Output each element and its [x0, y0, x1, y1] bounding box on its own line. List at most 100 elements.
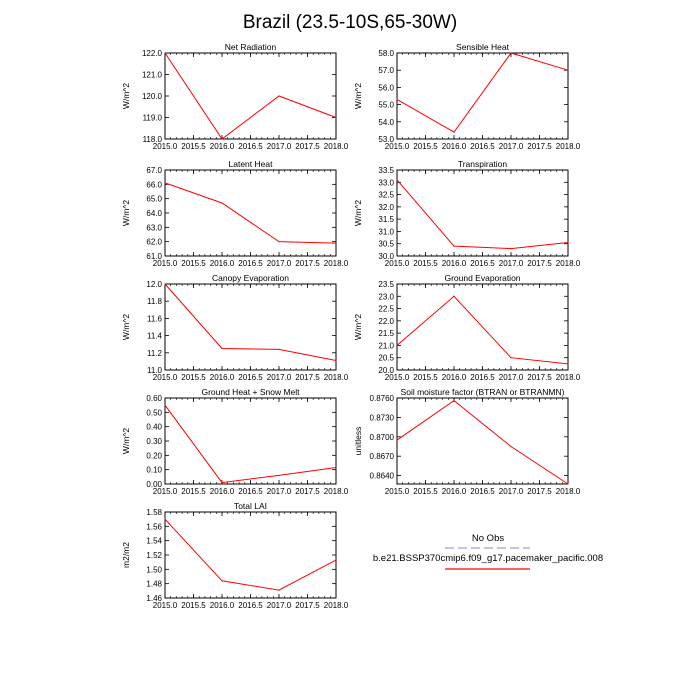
- x-tick-label: 2016.5: [238, 487, 263, 496]
- x-tick-label: 2017.0: [267, 601, 292, 610]
- x-tick-label: 2017.5: [295, 601, 320, 610]
- data-point: [335, 559, 337, 561]
- data-point: [278, 348, 280, 350]
- panel-7: Ground Heat + Snow Melt 2015.0 2015.5 2016.…: [121, 387, 349, 496]
- y-tick-label: 23.0: [378, 292, 394, 301]
- panel-title: Ground Heat + Snow Melt: [201, 387, 300, 397]
- legend-label-no-obs: No Obs: [472, 533, 504, 544]
- x-tick-label: 2016.5: [470, 259, 495, 268]
- y-tick-label: 61.0: [146, 252, 162, 261]
- y-tick-label: 22.0: [378, 317, 394, 326]
- panel-title: Sensible Heat: [456, 42, 510, 52]
- y-tick-label: 0.30: [146, 437, 162, 446]
- x-tick-label: 2016.0: [210, 142, 235, 151]
- panel-2: Sensible Heat 2015.0 2015.5 2016.0 2016.5 201…: [353, 42, 581, 151]
- x-tick-label: 2018.0: [556, 373, 581, 382]
- x-tick-label: 2016.5: [470, 142, 495, 151]
- y-axis-label: m2/m2: [121, 542, 131, 568]
- x-tick-label: 2017.5: [527, 142, 552, 151]
- data-point: [221, 580, 223, 582]
- y-tick-label: 122.0: [142, 49, 163, 58]
- data-point: [453, 399, 455, 402]
- series-line: [164, 283, 337, 362]
- y-tick-label: 1.58: [146, 508, 162, 517]
- x-tick-label: 2016.0: [210, 259, 235, 268]
- x-tick-label: 2017.5: [527, 487, 552, 496]
- y-tick-label: 118.0: [143, 135, 163, 144]
- series-line: [164, 404, 337, 484]
- x-tick-label: 2016.0: [210, 373, 235, 382]
- legend: No Obs b.e21.BSSP370cmip6.f09_g17.pacema…: [373, 533, 603, 570]
- y-tick-label: 21.0: [378, 341, 394, 350]
- y-tick-label: 33.0: [378, 178, 394, 187]
- x-tick-label: 2018.0: [324, 373, 349, 382]
- x-tick-label: 2015.5: [181, 487, 206, 496]
- panel-title: Ground Evaporation: [444, 273, 520, 283]
- panel-6: Ground Evaporation 2015.0 2015.5 2016.0 2016…: [353, 273, 581, 382]
- panel-8: Soil moisture factor (BTRAN or BTRANMN) 2…: [353, 387, 581, 496]
- y-tick-label: 65.0: [146, 195, 162, 204]
- y-tick-label: 11.4: [147, 332, 163, 341]
- y-axis-label: W/m^2: [121, 83, 131, 109]
- data-point: [335, 116, 337, 119]
- y-tick-label: 20.0: [378, 366, 394, 375]
- x-tick-label: 2016.0: [442, 259, 467, 268]
- x-tick-label: 2017.5: [295, 487, 320, 496]
- data-point: [567, 363, 569, 365]
- x-tick-label: 2017.5: [527, 373, 552, 382]
- y-tick-label: 57.0: [378, 66, 394, 75]
- x-tick-label: 2017.0: [267, 373, 292, 382]
- y-axis-label: W/m^2: [121, 314, 131, 340]
- legend-label-model: b.e21.BSSP370cmip6.f09_g17.pacemaker_pac…: [373, 553, 603, 564]
- y-tick-label: 1.52: [146, 551, 162, 560]
- x-tick-label: 2015.0: [385, 373, 410, 382]
- plot-frame: [164, 169, 337, 257]
- panel-3: Latent Heat 2015.0 2015.5 2016.0 2016.5 2017.…: [121, 159, 349, 268]
- data-point: [453, 295, 455, 297]
- series-line: [164, 52, 337, 140]
- x-tick-label: 2018.0: [324, 142, 349, 151]
- x-tick-label: 2017.5: [295, 142, 320, 151]
- y-tick-label: 120.0: [142, 92, 163, 101]
- x-tick-label: 2015.0: [153, 259, 178, 268]
- plot-frame: [396, 397, 569, 485]
- x-tick-label: 2015.0: [385, 487, 410, 496]
- data-point: [221, 138, 223, 140]
- y-tick-label: 32.5: [378, 191, 394, 200]
- y-tick-label: 11.8: [147, 297, 163, 306]
- x-tick-label: 2017.0: [267, 487, 292, 496]
- panel-4: Transpiration 2015.0 2015.5 2016.0 2016.5 201…: [353, 159, 581, 268]
- panel-title: Total LAI: [234, 501, 267, 511]
- data-point: [221, 347, 223, 350]
- y-tick-label: 0.8760: [370, 394, 395, 403]
- x-tick-label: 2016.5: [238, 259, 263, 268]
- y-tick-label: 54.0: [378, 118, 394, 127]
- panel-title: Latent Heat: [229, 159, 274, 169]
- data-point: [335, 466, 337, 469]
- y-tick-label: 1.48: [146, 580, 162, 589]
- y-axis-label: W/m^2: [353, 200, 363, 226]
- panel-title: Transpiration: [458, 159, 508, 169]
- panel-title: Canopy Evaporation: [212, 273, 289, 283]
- panel-title: Net Radiation: [225, 42, 277, 52]
- y-axis-label: W/m^2: [121, 428, 131, 454]
- data-point: [567, 483, 569, 485]
- x-tick-label: 2015.0: [385, 142, 410, 151]
- data-point: [453, 131, 455, 133]
- series-line: [396, 52, 569, 133]
- y-tick-label: 0.8700: [370, 433, 395, 442]
- y-tick-label: 0.8730: [370, 413, 395, 422]
- y-tick-label: 11.2: [147, 349, 163, 358]
- panel-title: Soil moisture factor (BTRAN or BTRANMN): [401, 387, 565, 397]
- x-tick-label: 2017.0: [499, 142, 524, 151]
- data-point: [164, 518, 166, 520]
- y-tick-label: 33.5: [378, 166, 394, 175]
- y-tick-label: 0.8670: [370, 452, 395, 461]
- x-tick-label: 2016.5: [470, 487, 495, 496]
- x-tick-label: 2015.5: [181, 259, 206, 268]
- x-tick-label: 2015.0: [385, 259, 410, 268]
- series-line: [396, 295, 569, 365]
- x-tick-label: 2016.0: [442, 142, 467, 151]
- data-point: [510, 248, 512, 250]
